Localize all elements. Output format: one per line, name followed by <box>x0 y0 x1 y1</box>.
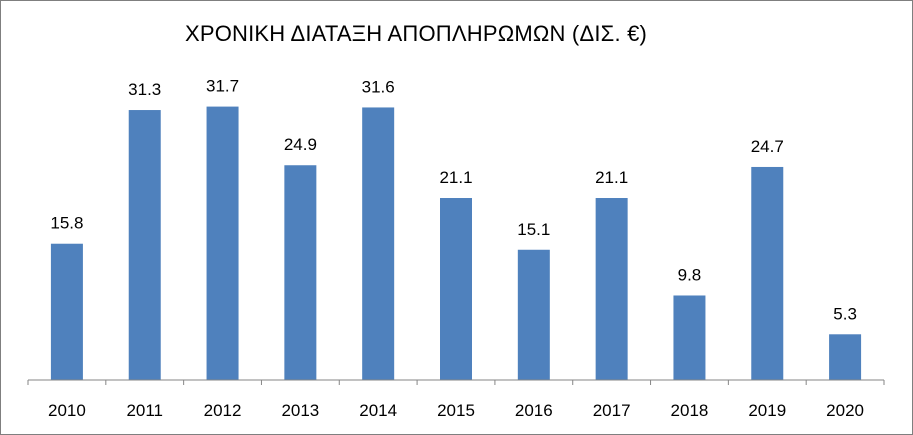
bar-2018 <box>673 295 706 381</box>
bar-2014 <box>362 107 395 380</box>
x-tick-label-2014: 2014 <box>359 401 397 420</box>
data-label-2012: 31.7 <box>206 77 239 96</box>
x-tick-label-2012: 2012 <box>204 401 242 420</box>
data-label-2018: 9.8 <box>678 265 702 284</box>
x-tick-label-2020: 2020 <box>826 401 864 420</box>
bar-2012 <box>206 106 239 380</box>
data-label-2020: 5.3 <box>833 304 857 323</box>
chart-title: ΧΡΟΝΙΚΗ ΔΙΑΤΑΞΗ ΑΠΟΠΛΗΡΩΜΩΝ (ΔΙΣ. €) <box>184 21 648 46</box>
x-tick-labels-group: 2010 2011 2012 2013 2014 2015 2016 2017 2018 2019… <box>48 401 864 420</box>
bar-2019 <box>751 166 784 380</box>
x-tick-label-2013: 2013 <box>281 401 319 420</box>
x-tick-label-2011: 2011 <box>126 401 163 420</box>
data-label-2019: 24.7 <box>751 137 784 156</box>
data-labels-group: 15.8 31.3 31.7 24.9 31.6 21.1 15.1 21.1 9.8 24.7 5… <box>50 77 857 324</box>
data-label-2016: 15.1 <box>517 220 550 239</box>
bar-2016 <box>517 249 550 380</box>
x-tick-label-2019: 2019 <box>748 401 786 420</box>
bar-2020 <box>829 334 862 380</box>
x-tick-label-2016: 2016 <box>515 401 553 420</box>
bars-group <box>50 106 862 381</box>
bar-2015 <box>440 198 472 380</box>
bar-2010 <box>50 243 83 380</box>
data-label-2010: 15.8 <box>50 214 83 233</box>
data-label-2015: 21.1 <box>439 168 472 187</box>
x-tick-label-2015: 2015 <box>437 401 475 420</box>
x-tick-label-2010: 2010 <box>48 401 86 420</box>
data-label-2013: 24.9 <box>284 135 317 154</box>
data-label-2017: 21.1 <box>595 168 628 187</box>
data-label-2014: 31.6 <box>362 77 395 96</box>
x-axis <box>27 379 885 385</box>
x-tick-label-2017: 2017 <box>593 401 631 420</box>
x-tick-label-2018: 2018 <box>671 401 709 420</box>
bar-2011 <box>128 110 161 380</box>
bar-2017 <box>595 198 628 380</box>
bar-2013 <box>284 165 317 380</box>
data-label-2011: 31.3 <box>128 80 161 99</box>
